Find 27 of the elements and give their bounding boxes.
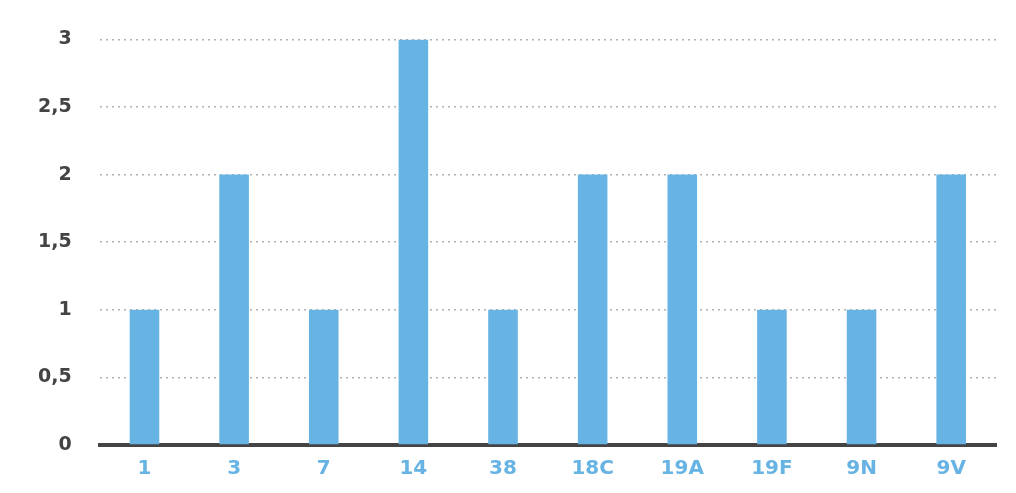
y-tick-label: 0 bbox=[58, 431, 72, 454]
x-tick-label: 19F bbox=[751, 455, 793, 480]
y-tick-label: 0,5 bbox=[37, 364, 72, 387]
x-tick-label: 3 bbox=[227, 455, 242, 480]
bar bbox=[129, 309, 160, 445]
x-tick-label: 14 bbox=[399, 455, 428, 480]
x-tick-label: 38 bbox=[489, 455, 517, 480]
bar bbox=[936, 174, 966, 445]
y-tick-label: 2,5 bbox=[37, 93, 72, 116]
x-tick-label: 7 bbox=[316, 455, 331, 480]
x-tick-label: 9V bbox=[936, 455, 967, 480]
y-tick-label: 1,5 bbox=[37, 229, 72, 252]
bar bbox=[577, 174, 608, 445]
bar bbox=[308, 309, 339, 445]
x-tick-label: 9N bbox=[846, 455, 877, 480]
x-tick-label: 19A bbox=[660, 455, 705, 480]
x-tick-label: 1 bbox=[137, 455, 152, 480]
bar bbox=[667, 174, 698, 445]
y-tick-label: 2 bbox=[58, 161, 72, 184]
bar bbox=[846, 309, 877, 445]
y-tick-label: 1 bbox=[58, 296, 72, 319]
bar bbox=[398, 39, 429, 445]
y-tick-label: 3 bbox=[58, 26, 72, 49]
bar bbox=[219, 174, 249, 445]
bar bbox=[757, 309, 787, 445]
x-tick-label: 18C bbox=[571, 455, 614, 480]
bar bbox=[488, 309, 518, 445]
